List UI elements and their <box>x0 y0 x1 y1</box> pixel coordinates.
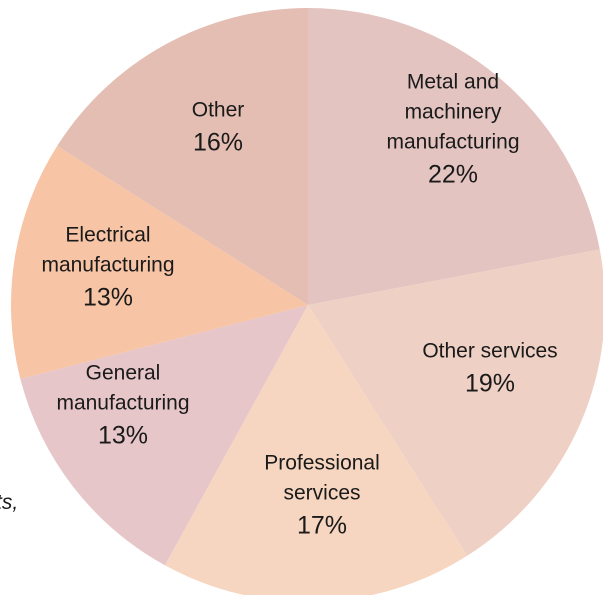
pie-slice-1 <box>308 249 603 556</box>
slice-value-2: 17% <box>297 512 347 540</box>
pie-labels: Metal and machinery manufacturing 22% Other … <box>41 71 557 540</box>
slice-label-0-line-0: Metal and <box>407 71 499 94</box>
slice-label-0-line-1: machinery <box>405 101 502 124</box>
pie-slice-2 <box>164 305 468 595</box>
pie-slice-0 <box>308 8 600 305</box>
pie-slices <box>10 8 603 595</box>
slice-label-4-line-0: Electrical <box>65 224 150 247</box>
slice-label-3-line-0: General <box>86 362 161 385</box>
slice-label-5-line-0: Other <box>192 99 245 122</box>
slice-value-1: 19% <box>465 370 515 398</box>
slice-label-3-line-1: manufacturing <box>56 392 189 415</box>
cut-off-text: ts, <box>0 491 18 514</box>
slice-label-2-line-1: services <box>283 482 360 505</box>
slice-label-2-line-0: Professional <box>264 452 380 475</box>
slice-label-0-line-2: manufacturing <box>386 131 519 154</box>
pie-slice-3 <box>20 305 308 566</box>
slice-value-4: 13% <box>83 284 133 312</box>
slice-value-3: 13% <box>98 422 148 450</box>
slice-label-1-line-0: Other services <box>422 340 557 363</box>
slice-value-5: 16% <box>193 129 243 157</box>
pie-slice-5 <box>57 8 309 305</box>
slice-label-4-line-1: manufacturing <box>41 254 174 277</box>
slice-value-0: 22% <box>428 161 478 189</box>
pie-slice-4 <box>10 145 309 379</box>
